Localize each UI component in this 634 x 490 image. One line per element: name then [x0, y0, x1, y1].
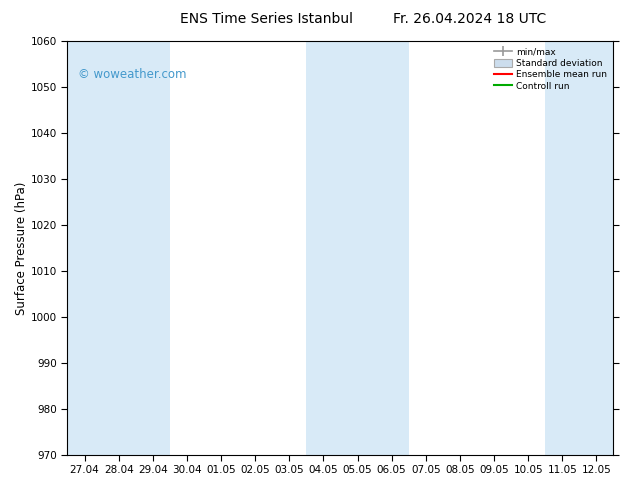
- Bar: [67, 41, 170, 455]
- Bar: [306, 41, 409, 455]
- Legend: min/max, Standard deviation, Ensemble mean run, Controll run: min/max, Standard deviation, Ensemble me…: [492, 46, 609, 93]
- Bar: [545, 41, 614, 455]
- Text: Fr. 26.04.2024 18 UTC: Fr. 26.04.2024 18 UTC: [392, 12, 546, 26]
- Text: © woweather.com: © woweather.com: [79, 68, 187, 81]
- Y-axis label: Surface Pressure (hPa): Surface Pressure (hPa): [15, 181, 28, 315]
- Text: ENS Time Series Istanbul: ENS Time Series Istanbul: [180, 12, 353, 26]
